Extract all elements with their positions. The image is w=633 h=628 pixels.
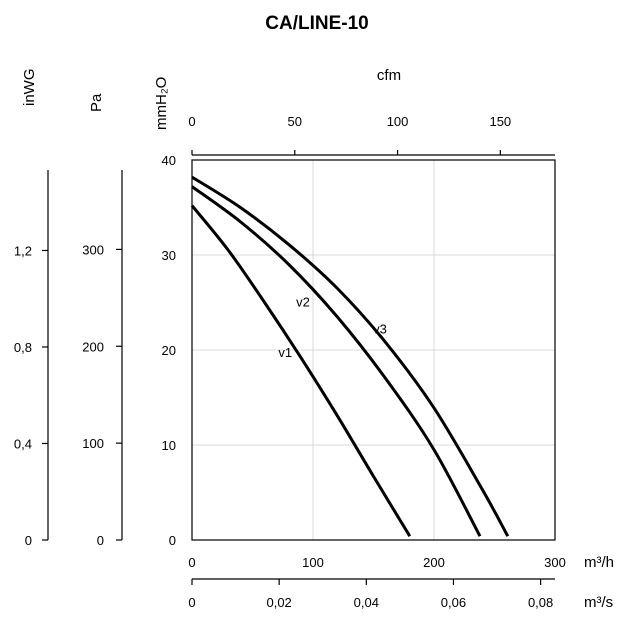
inwg-tick-label: 0	[25, 533, 32, 548]
pa-tick-label: 0	[97, 533, 104, 548]
m3s-tick-label: 0,02	[266, 595, 291, 610]
cfm-tick-label: 150	[489, 114, 511, 129]
pa-axis-label: Pa	[88, 93, 105, 112]
mmh2o-tick-label: 20	[162, 343, 176, 358]
m3h-tick-label: 100	[302, 555, 324, 570]
series-label-v2: v2	[296, 295, 310, 310]
m3s-tick-label: 0	[188, 595, 195, 610]
inwg-tick-label: 0,8	[14, 340, 32, 355]
m3h-ticks: 0 100 200 300	[188, 555, 565, 570]
mmh2o-tick-label: 0	[169, 533, 176, 548]
inwg-ticks: 0 0,4 0,8 1,2	[14, 243, 48, 548]
m3s-ticks: 0 0,02 0,04 0,06 0,08	[188, 579, 553, 610]
series-curve-v2	[191, 185, 482, 537]
cfm-ticks: 0 50 100 150	[188, 114, 511, 155]
inwg-axis-label: inWG	[21, 69, 38, 107]
series-curve-v3	[191, 175, 510, 537]
mmh2o-tick-label: 10	[162, 438, 176, 453]
pa-tick-label: 300	[82, 242, 104, 257]
cfm-axis-label: cfm	[377, 67, 401, 84]
chart-title: CA/LINE-10	[265, 13, 368, 34]
cfm-tick-label: 100	[387, 114, 409, 129]
mmh2o-ticks: 0 10 20 30 40	[162, 153, 176, 548]
m3s-tick-label: 0,04	[354, 595, 379, 610]
series-curve-v1	[190, 204, 412, 537]
cfm-tick-label: 0	[188, 114, 195, 129]
inwg-tick-label: 0,4	[14, 436, 32, 451]
m3h-tick-label: 200	[423, 555, 445, 570]
mmh2o-axis-label: mmH₂O	[153, 77, 170, 130]
pa-ticks: 0 100 200 300	[82, 242, 122, 548]
mmh2o-tick-label: 30	[162, 248, 176, 263]
series-label-v3: v3	[373, 322, 387, 337]
m3h-axis-label: m³/h	[584, 554, 614, 571]
m3s-tick-label: 0,06	[441, 595, 466, 610]
m3h-tick-label: 0	[188, 555, 195, 570]
cfm-tick-label: 50	[288, 114, 302, 129]
m3s-axis-label: m³/s	[584, 594, 613, 611]
pa-tick-label: 100	[82, 436, 104, 451]
plot-frame	[191, 159, 556, 541]
pa-tick-label: 200	[82, 339, 104, 354]
m3s-tick-label: 0,08	[528, 595, 553, 610]
inwg-tick-label: 1,2	[14, 243, 32, 258]
series-label-v1: v1	[278, 345, 292, 360]
plot-grid	[191, 159, 556, 541]
mmh2o-tick-label: 40	[162, 153, 176, 168]
series-layer: v1 v2 v3	[190, 175, 510, 537]
m3h-tick-label: 300	[544, 555, 566, 570]
